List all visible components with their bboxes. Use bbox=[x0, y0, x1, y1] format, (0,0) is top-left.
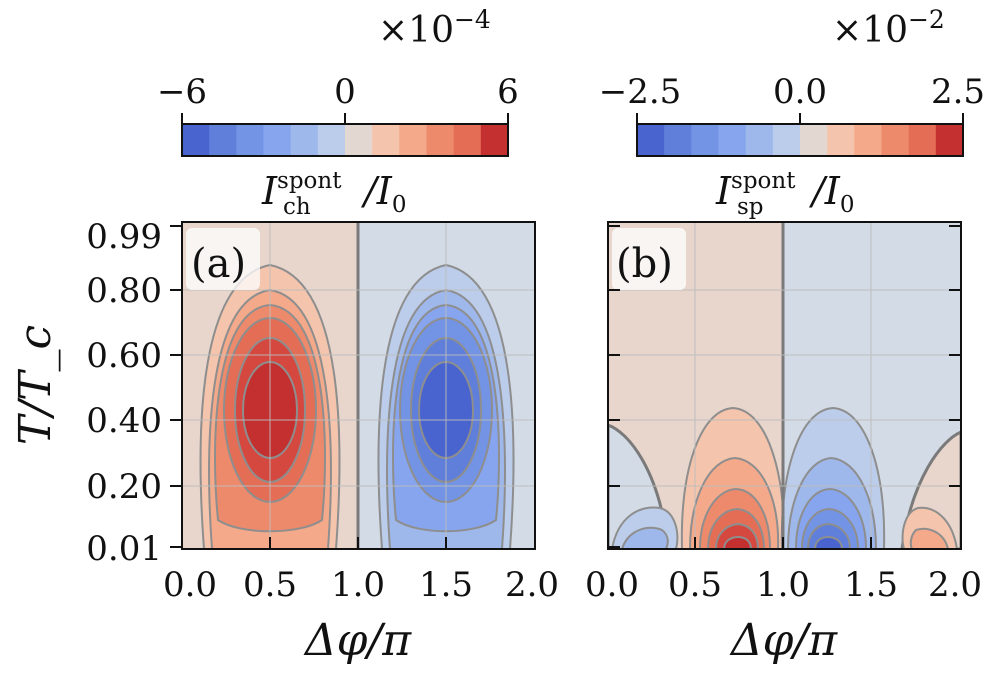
colorbar-cell bbox=[854, 124, 883, 156]
panel-b-frame bbox=[607, 221, 962, 550]
panel-a-label: (a) bbox=[191, 241, 246, 287]
colorbar-cell bbox=[664, 124, 692, 156]
colorbar-cell bbox=[637, 124, 665, 156]
colorbar-cell bbox=[745, 124, 774, 156]
colorbar-cell bbox=[399, 124, 428, 156]
colorbar-a-tick-label: 6 bbox=[497, 72, 519, 112]
colorbar-b-tick-label: −2.5 bbox=[599, 72, 682, 112]
colorbar-b-tick-label: 0.0 bbox=[773, 72, 827, 112]
panel-a-x-ticks bbox=[181, 537, 536, 549]
colorbar-cell bbox=[263, 124, 292, 156]
panel-a-label-box bbox=[186, 228, 260, 290]
colorbar-a-scale-base: ×10 bbox=[378, 10, 454, 51]
colorbar-cell bbox=[827, 124, 855, 156]
panel-b-label: (b) bbox=[616, 241, 673, 287]
y-axis-label: T/T_c bbox=[10, 325, 61, 445]
colorbar-b-scale-base: ×10 bbox=[832, 10, 908, 51]
colorbar-cell bbox=[935, 124, 964, 156]
colorbar-cell bbox=[480, 124, 509, 156]
colorbar-cell bbox=[209, 124, 237, 156]
colorbar-cell bbox=[691, 124, 720, 156]
colorbar-cell bbox=[290, 124, 319, 156]
y-tick-label: 0.40 bbox=[86, 401, 162, 441]
colorbar-cell bbox=[317, 124, 346, 156]
panel-b: (b) 0.0 0.5 1.0 1.5 2.0 Δφ/π bbox=[585, 221, 982, 666]
x-tick-label: 0.5 bbox=[668, 565, 722, 605]
colorbar-b-scale-factor: ×10−2 bbox=[832, 5, 945, 51]
colorbar-a-scale-exp: −4 bbox=[454, 5, 491, 34]
panel-b-label-box bbox=[612, 228, 686, 290]
colorbar-cell bbox=[908, 124, 937, 156]
colorbar-a-scale-factor: ×10−4 bbox=[378, 5, 491, 51]
y-tick-label: 0.80 bbox=[86, 271, 162, 311]
y-tick-label: 0.01 bbox=[86, 529, 162, 569]
colorbar-cell bbox=[718, 124, 747, 156]
colorbar-a-cells bbox=[182, 124, 509, 156]
x-tick-label: 2.0 bbox=[505, 565, 559, 605]
y-tick-label: 0.20 bbox=[86, 467, 162, 507]
panel-b-x-ticks bbox=[607, 537, 962, 549]
panel-b-negative-lobe bbox=[780, 406, 886, 549]
panel-a-plot-area bbox=[182, 222, 535, 549]
colorbar-a-tick-label: 0 bbox=[334, 72, 356, 112]
colorbar-b-scale-exp: −2 bbox=[908, 5, 945, 34]
y-tick-label: 0.99 bbox=[86, 217, 162, 257]
y-tick-label: 0.60 bbox=[86, 336, 162, 376]
colorbar-b: −2.5 0.0 2.5 ×10−2 Ispont sp/I0 bbox=[599, 5, 985, 220]
colorbar-b-tick-label: 2.5 bbox=[931, 72, 985, 112]
panel-a: (a) 0.99 0.80 0.60 0.40 0.20 0.01 0.0 0.… bbox=[10, 217, 559, 666]
colorbar-cell bbox=[372, 124, 400, 156]
colorbar-cell bbox=[236, 124, 265, 156]
x-tick-label: 1.5 bbox=[844, 565, 898, 605]
colorbar-cell bbox=[182, 124, 210, 156]
contour-level bbox=[813, 535, 844, 549]
colorbar-a-tick-label: −6 bbox=[157, 72, 207, 112]
colorbar-cell bbox=[345, 124, 373, 156]
colorbar-cell bbox=[772, 124, 801, 156]
panel-b-xlabel: Δφ/π bbox=[729, 615, 838, 666]
colorbar-cell bbox=[426, 124, 455, 156]
colorbar-cell bbox=[800, 124, 828, 156]
panel-b-y-ticks bbox=[608, 225, 961, 548]
x-tick-label: 0.0 bbox=[585, 565, 639, 605]
colorbar-b-cells bbox=[637, 124, 964, 156]
panel-b-plot-area bbox=[608, 222, 961, 549]
x-tick-label: 2.0 bbox=[928, 565, 982, 605]
x-tick-label: 1.5 bbox=[419, 565, 473, 605]
x-tick-label: 0.5 bbox=[243, 565, 297, 605]
colorbar-cell bbox=[453, 124, 482, 156]
colorbar-a: −6 0 6 ×10−4 Ispont ch/I0 bbox=[157, 5, 519, 220]
colorbar-a-label: Ispont ch/I0 bbox=[261, 168, 406, 220]
x-tick-label: 1.0 bbox=[756, 565, 810, 605]
panel-a-xlabel: Δφ/π bbox=[303, 615, 412, 666]
colorbar-cell bbox=[881, 124, 910, 156]
x-tick-label: 1.0 bbox=[331, 565, 385, 605]
contour-level bbox=[620, 526, 669, 549]
contour-level bbox=[722, 535, 753, 549]
contour-level bbox=[909, 527, 950, 549]
panel-a-y-ticks bbox=[170, 225, 182, 548]
colorbar-b-label: Ispont sp/I0 bbox=[715, 168, 854, 220]
x-tick-label: 0.0 bbox=[163, 565, 217, 605]
